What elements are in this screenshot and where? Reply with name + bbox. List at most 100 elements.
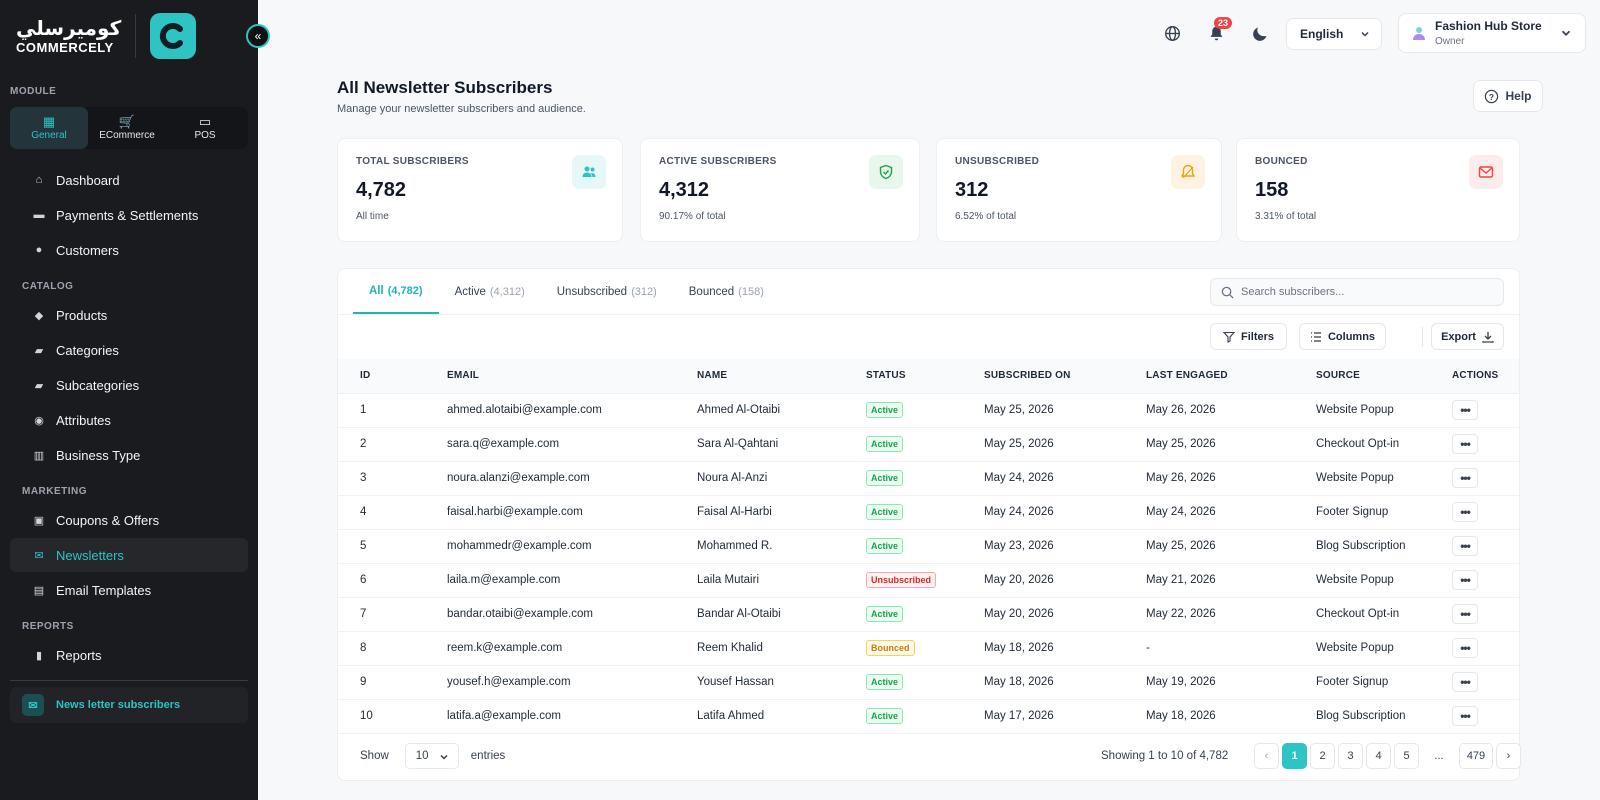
status-badge: Active: [866, 402, 904, 418]
row-actions-button[interactable]: •••: [1452, 434, 1478, 454]
page-size-select[interactable]: 10: [404, 743, 459, 769]
help-button[interactable]: ? Help: [1473, 80, 1543, 112]
cell-actions: •••: [1452, 699, 1519, 734]
column-header-actions: ACTIONS: [1452, 359, 1519, 394]
column-header-source[interactable]: SOURCE: [1316, 359, 1452, 394]
sidebar-item-attributes[interactable]: ◉ Attributes: [10, 403, 248, 437]
sidebar-item-dashboard[interactable]: ⌂ Dashboard: [10, 163, 248, 197]
table-row[interactable]: 3 noura.alanzi@example.com Noura Al-Anzi Ac…: [338, 461, 1519, 496]
more-horizontal-icon: •••: [1460, 641, 1471, 655]
sidebar-item-email-templates[interactable]: ▤ Email Templates: [10, 573, 248, 607]
notifications-button[interactable]: 23: [1206, 17, 1233, 43]
table-row[interactable]: 9 yousef.h@example.com Yousef Hassan Active…: [338, 665, 1519, 700]
column-header-status[interactable]: STATUS: [866, 359, 984, 394]
filter-icon: [1222, 331, 1235, 343]
table-row[interactable]: 5 mohammedr@example.com Mohammed R. Active M…: [338, 529, 1519, 564]
module-pos[interactable]: ▭ POS: [166, 107, 244, 149]
column-header-subscribed-on[interactable]: SUBSCRIBED ON: [984, 359, 1146, 394]
status-tabs: All (4,782) Active (4,312) Unsubscribed (312)…: [353, 269, 780, 314]
toolbar-divider: [1422, 327, 1423, 347]
collapse-sidebar-button[interactable]: «: [246, 24, 270, 48]
sidebar-item-newsletters[interactable]: ✉ Newsletters: [10, 538, 248, 572]
column-header-name[interactable]: NAME: [697, 359, 866, 394]
row-actions-button[interactable]: •••: [1452, 468, 1478, 488]
sidebar-item-customers[interactable]: ● Customers: [10, 233, 248, 267]
sidebar-item-subcategories[interactable]: ▰ Subcategories: [10, 368, 248, 402]
column-header-id[interactable]: ID: [338, 359, 447, 394]
page-button-479[interactable]: 479: [1459, 743, 1493, 769]
cell-actions: •••: [1452, 529, 1519, 564]
filters-label: Filters: [1240, 330, 1274, 343]
previous-page-button[interactable]: ‹: [1254, 743, 1279, 769]
row-actions-button[interactable]: •••: [1452, 672, 1478, 692]
next-page-button[interactable]: ›: [1496, 743, 1521, 769]
cell-actions: •••: [1452, 563, 1519, 598]
dark-mode-toggle[interactable]: [1250, 23, 1270, 43]
cell-actions: •••: [1452, 461, 1519, 496]
sidebar-item-label: News letter subscribers: [56, 699, 181, 711]
search-input[interactable]: Search subscribers...: [1210, 278, 1504, 306]
chevron-left-icon: ‹: [1264, 750, 1269, 762]
cell-id: 2: [338, 427, 447, 462]
globe-icon[interactable]: [1162, 23, 1182, 43]
row-actions-button[interactable]: •••: [1452, 536, 1478, 556]
table-row[interactable]: 4 faisal.harbi@example.com Faisal Al-Harbi…: [338, 495, 1519, 530]
table-row[interactable]: 7 bandar.otaibi@example.com Bandar Al-Otai…: [338, 597, 1519, 632]
export-button[interactable]: Export: [1431, 323, 1504, 350]
sidebar-item-label: Categories: [56, 342, 119, 358]
stat-value: 4,312: [659, 179, 710, 201]
columns-button[interactable]: Columns: [1299, 323, 1386, 350]
row-actions-button[interactable]: •••: [1452, 400, 1478, 420]
show-label: Show: [360, 750, 389, 762]
table-row[interactable]: 2 sara.q@example.com Sara Al-Qahtani Active…: [338, 427, 1519, 462]
status-badge: Unsubscribed: [866, 572, 937, 588]
tab-active[interactable]: Active (4,312): [439, 269, 541, 314]
column-header-last-engaged[interactable]: LAST ENGAGED: [1146, 359, 1316, 394]
row-actions-button[interactable]: •••: [1452, 570, 1478, 590]
status-badge: Active: [866, 708, 904, 724]
sidebar-item-reports[interactable]: ▮ Reports: [10, 638, 248, 672]
table-row[interactable]: 6 laila.m@example.com Laila Mutairi Unsubsc…: [338, 563, 1519, 598]
row-actions-button[interactable]: •••: [1452, 706, 1478, 726]
more-horizontal-icon: •••: [1460, 471, 1471, 485]
column-header-email[interactable]: EMAIL: [447, 359, 697, 394]
sidebar-item-label: Customers: [56, 242, 119, 258]
tab-count: (158): [738, 285, 764, 298]
page-button-2[interactable]: 2: [1310, 743, 1335, 769]
language-select[interactable]: English: [1286, 18, 1382, 50]
row-actions-button[interactable]: •••: [1452, 604, 1478, 624]
status-badge: Active: [866, 504, 904, 520]
row-actions-button[interactable]: •••: [1452, 502, 1478, 522]
table-row[interactable]: 10 latifa.a@example.com Latifa Ahmed Active…: [338, 699, 1519, 734]
tab-unsubscribed[interactable]: Unsubscribed (312): [541, 269, 673, 314]
tab-all[interactable]: All (4,782): [353, 269, 439, 314]
page-button-3[interactable]: 3: [1338, 743, 1363, 769]
sidebar-item-newsletter-subscribers[interactable]: ✉ News letter subscribers: [10, 687, 248, 723]
stat-subtext: 3.31% of total: [1255, 211, 1317, 222]
brand-wordmark: كوميرسلي COMMERCELY: [16, 18, 121, 54]
table-row[interactable]: 1 ahmed.alotaibi@example.com Ahmed Al-Otai…: [338, 393, 1519, 428]
sidebar-item-label: Payments & Settlements: [56, 207, 199, 223]
row-actions-button[interactable]: •••: [1452, 638, 1478, 658]
download-icon: [1482, 331, 1494, 343]
page-subtitle: Manage your newsletter subscribers and a…: [337, 103, 586, 115]
sidebar-item-categories[interactable]: ▰ Categories: [10, 333, 248, 367]
module-ecommerce[interactable]: 🛒 ECommerce: [88, 107, 166, 149]
cell-last-engaged: May 25, 2026: [1146, 427, 1316, 462]
tab-bounced[interactable]: Bounced (158): [673, 269, 780, 314]
module-label: POS: [194, 130, 216, 141]
sidebar-item-payments-settlements[interactable]: ▬ Payments & Settlements: [10, 198, 248, 232]
nav-section-reports: REPORTS: [22, 621, 74, 632]
search-placeholder: Search subscribers...: [1241, 286, 1345, 298]
store-switcher[interactable]: Fashion Hub Store Owner: [1398, 13, 1586, 53]
sidebar-item-products[interactable]: ◆ Products: [10, 298, 248, 332]
filters-button[interactable]: Filters: [1210, 323, 1287, 350]
sidebar-item-coupons-offers[interactable]: ▣ Coupons & Offers: [10, 503, 248, 537]
brand[interactable]: كوميرسلي COMMERCELY: [0, 0, 258, 72]
page-button-1[interactable]: 1: [1282, 743, 1307, 769]
page-button-4[interactable]: 4: [1366, 743, 1391, 769]
sidebar-item-business-type[interactable]: ▥ Business Type: [10, 438, 248, 472]
table-row[interactable]: 8 reem.k@example.com Reem Khalid Bounced May…: [338, 631, 1519, 666]
page-button-5[interactable]: 5: [1394, 743, 1419, 769]
module-general[interactable]: ▦ General: [10, 107, 88, 149]
